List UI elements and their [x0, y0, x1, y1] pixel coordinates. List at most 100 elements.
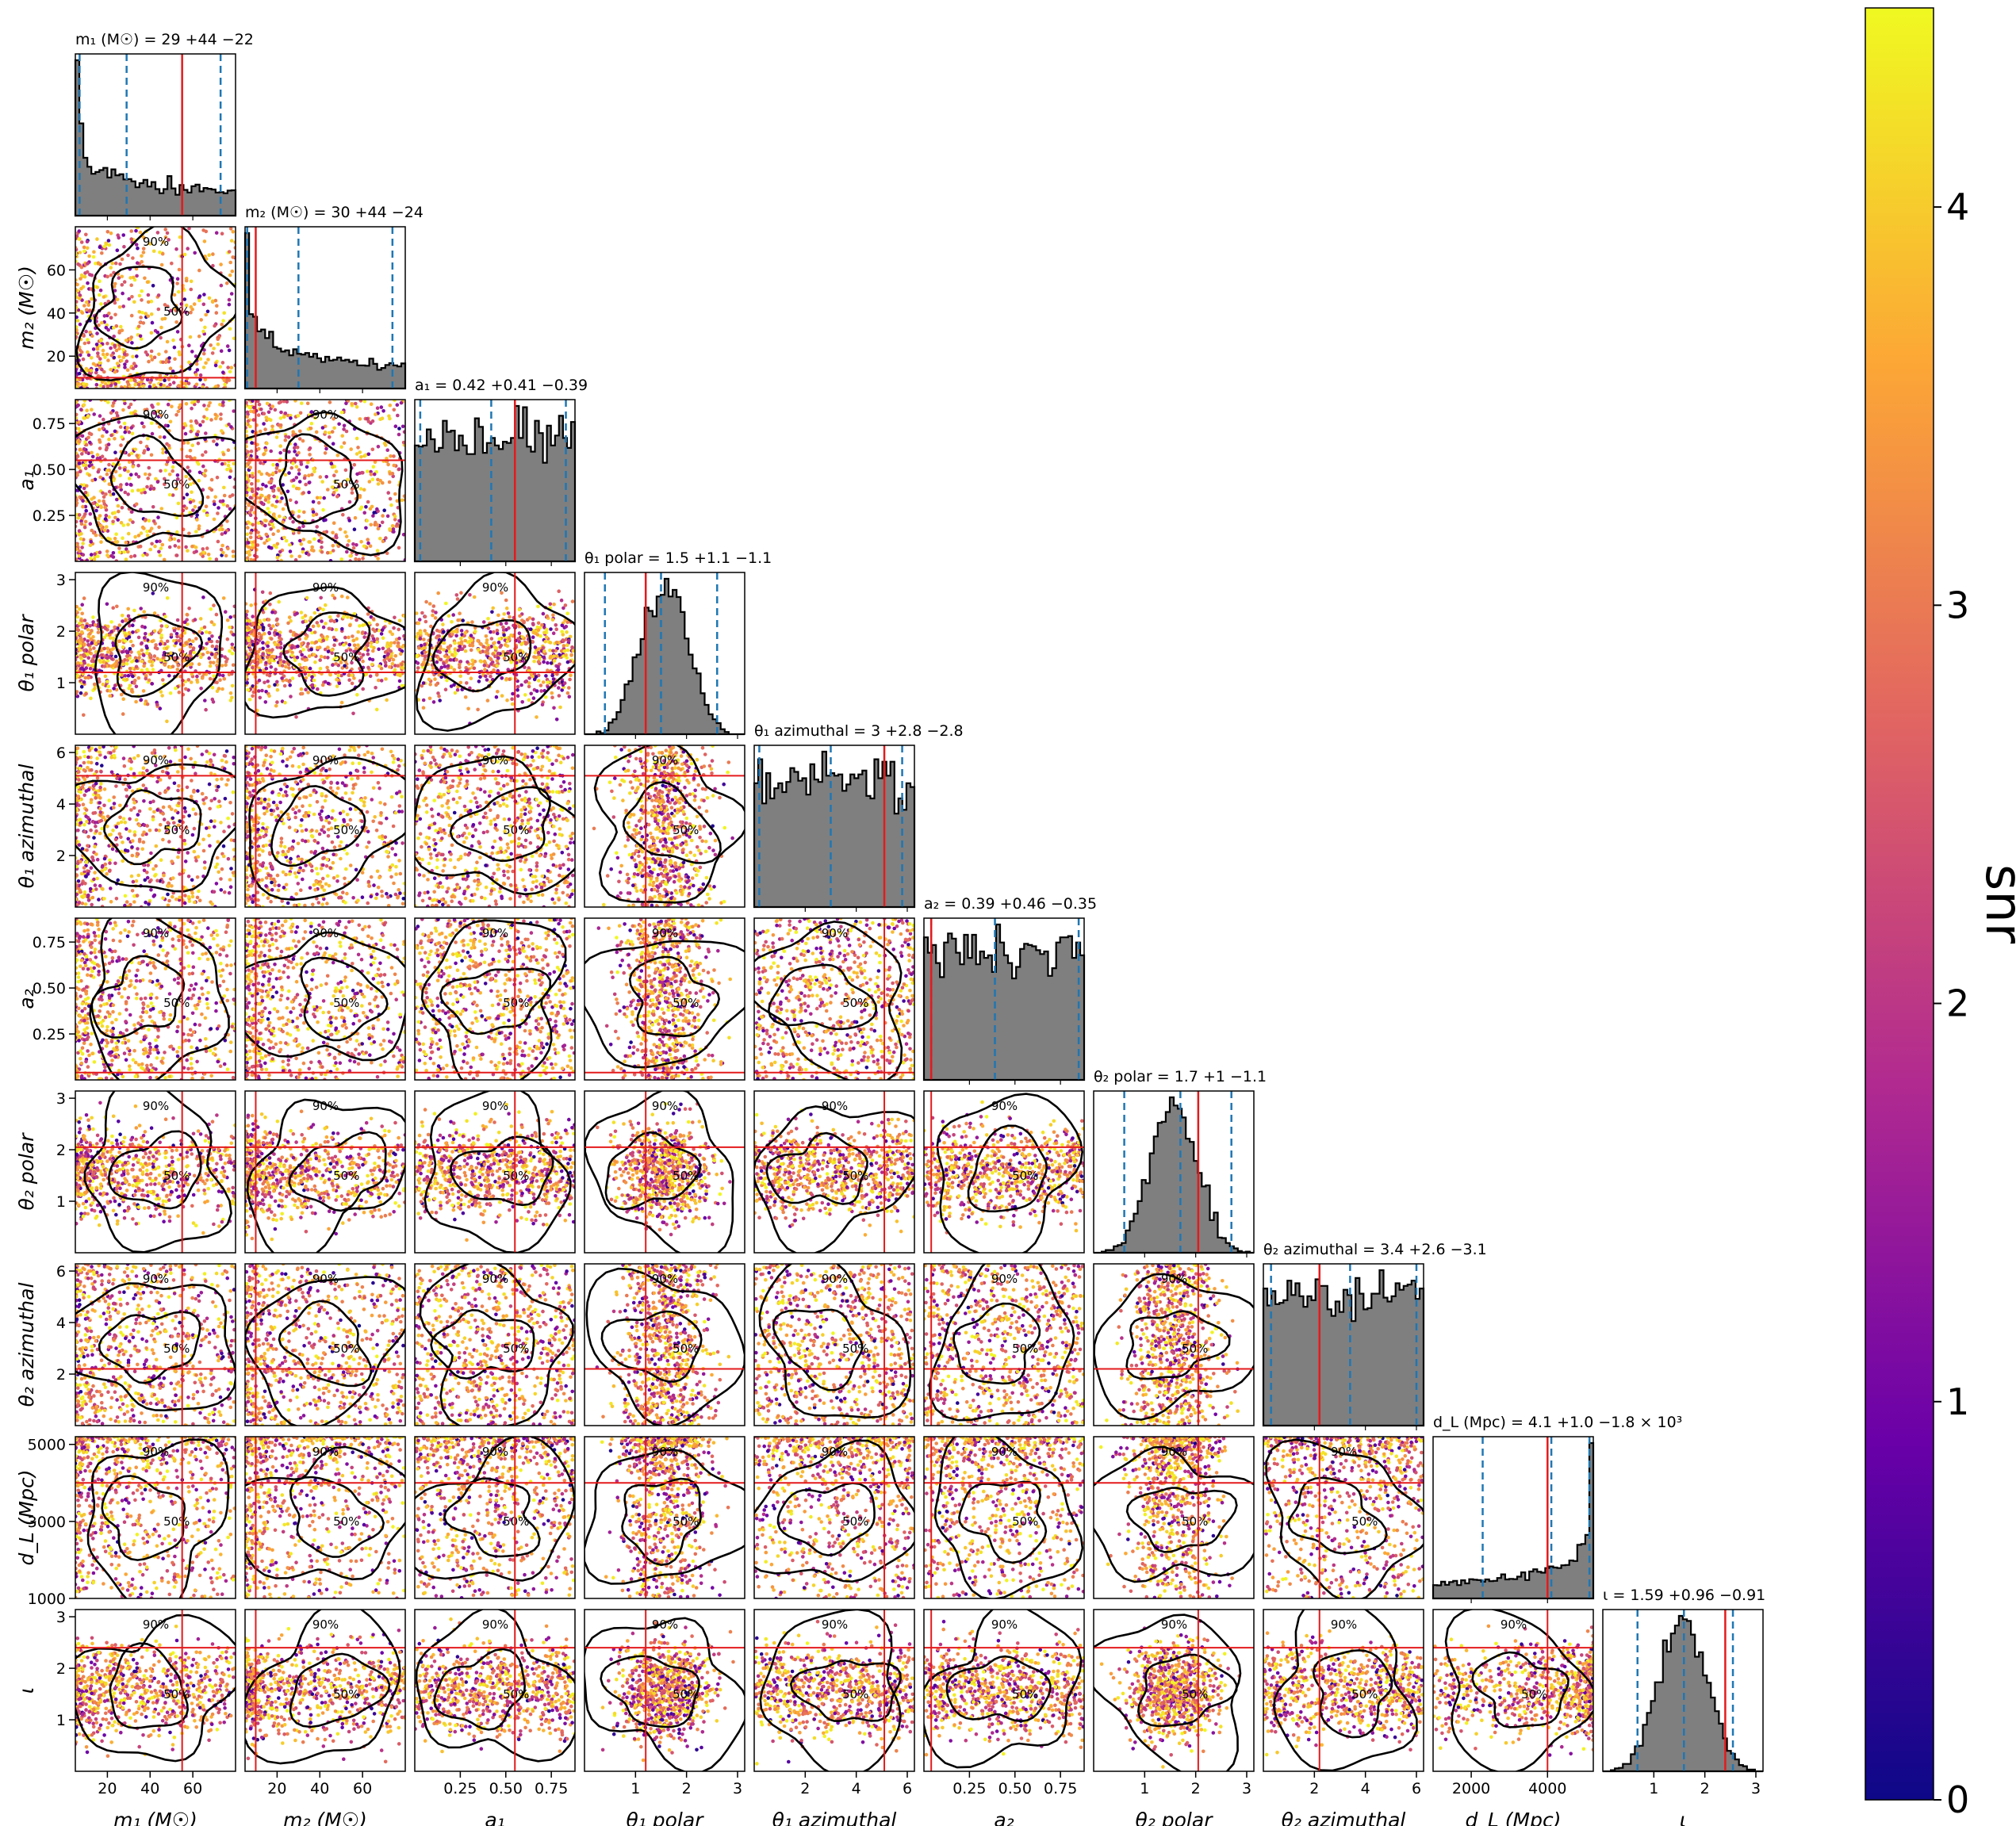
sample-point — [79, 277, 82, 281]
sample-point — [489, 657, 493, 662]
sample-point — [149, 331, 154, 335]
sample-point — [271, 471, 275, 476]
sample-point — [130, 510, 134, 514]
sample-point — [213, 495, 218, 499]
sample-point — [436, 591, 440, 595]
sample-point — [94, 343, 99, 346]
sample-point — [199, 655, 203, 660]
sample-point — [569, 653, 573, 657]
sample-point — [344, 429, 349, 434]
sample-point — [225, 519, 229, 523]
sample-point — [321, 625, 326, 630]
sample-point — [148, 487, 152, 492]
sample-point — [173, 544, 178, 548]
sample-point — [215, 856, 220, 860]
sample-point — [79, 532, 83, 536]
sample-point — [310, 683, 315, 687]
sample-point — [279, 652, 283, 656]
sample-point — [491, 652, 495, 657]
sample-point — [250, 505, 255, 509]
sample-point — [186, 678, 191, 682]
sample-point — [271, 532, 276, 536]
sample-point — [189, 424, 194, 428]
sample-point — [213, 385, 218, 389]
sample-point — [437, 694, 441, 699]
sample-point — [260, 688, 264, 693]
sample-point — [548, 649, 552, 653]
sample-point — [136, 488, 140, 492]
sample-point — [347, 500, 352, 504]
sample-point — [82, 713, 86, 718]
sample-point — [332, 417, 335, 421]
sample-point — [99, 339, 103, 343]
sample-point — [158, 706, 163, 710]
sample-point — [201, 798, 205, 802]
sample-point — [94, 382, 99, 387]
sample-point — [561, 638, 565, 642]
sample-point — [142, 424, 146, 429]
sample-point — [98, 550, 102, 554]
sample-point — [417, 645, 421, 650]
sample-point — [129, 283, 133, 288]
sample-point — [122, 352, 127, 356]
sample-point — [248, 424, 252, 429]
sample-point — [307, 553, 311, 557]
sample-point — [150, 358, 155, 362]
sample-point — [195, 674, 199, 679]
sample-point — [280, 664, 285, 668]
sample-point — [190, 833, 195, 837]
sample-point — [122, 549, 126, 554]
sample-point — [167, 786, 171, 791]
sample-point — [167, 673, 171, 678]
sample-point — [224, 553, 228, 558]
sample-point — [364, 672, 369, 676]
sample-point — [339, 410, 344, 415]
sample-point — [222, 676, 227, 681]
sample-point — [221, 370, 225, 375]
sample-point — [171, 469, 174, 473]
sample-point — [199, 318, 203, 322]
sample-point — [100, 367, 104, 372]
sample-point — [124, 634, 128, 638]
sample-point — [452, 683, 456, 687]
sample-point — [251, 694, 255, 699]
sample-point — [383, 660, 388, 664]
sample-point — [182, 422, 187, 426]
sample-point — [328, 431, 332, 435]
sample-point — [172, 629, 177, 633]
sample-point — [78, 607, 82, 611]
sample-point — [105, 230, 110, 234]
sample-point — [401, 645, 404, 649]
sample-point — [250, 473, 255, 478]
sample-point — [187, 360, 191, 365]
sample-point — [520, 635, 524, 639]
sample-point — [159, 325, 163, 330]
sample-point — [505, 698, 509, 702]
sample-point — [78, 293, 82, 297]
sample-point — [168, 538, 172, 542]
sample-point — [88, 647, 93, 652]
sample-point — [220, 361, 225, 365]
sample-point — [531, 639, 535, 644]
sample-point — [257, 678, 262, 683]
sample-point — [523, 665, 527, 669]
sample-point — [228, 260, 233, 265]
sample-point — [245, 675, 248, 679]
sample-point — [401, 424, 405, 429]
sample-point — [541, 680, 546, 684]
sample-point — [268, 603, 272, 607]
sample-point — [415, 611, 419, 615]
sample-point — [115, 297, 120, 302]
sample-point — [119, 324, 123, 329]
sample-point — [217, 527, 222, 532]
sample-point — [201, 329, 205, 334]
sample-point — [173, 656, 177, 660]
histogram-bars — [74, 59, 237, 217]
contour-label-50: 50% — [163, 477, 190, 492]
sample-point — [354, 557, 358, 561]
sample-point — [125, 653, 130, 658]
sample-point — [418, 618, 422, 622]
sample-point — [204, 707, 208, 712]
sample-point — [104, 492, 108, 496]
sample-point — [132, 756, 136, 760]
